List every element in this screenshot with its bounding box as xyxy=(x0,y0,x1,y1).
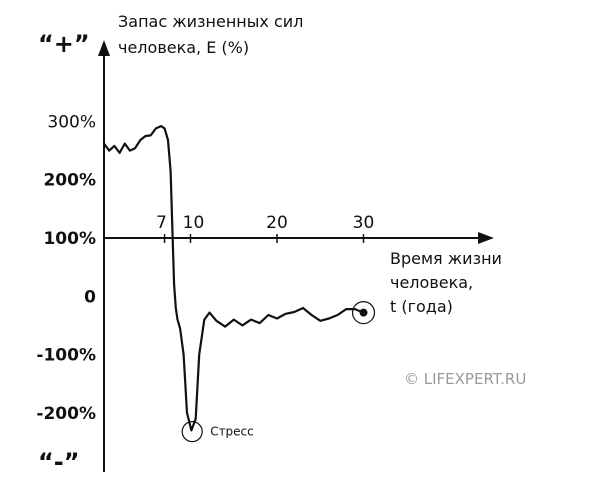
y-axis-title-line-1: Запас жизненных сил xyxy=(118,12,303,31)
y-tick-label-minus-100: -100% xyxy=(36,346,96,366)
series-line xyxy=(102,125,365,432)
x-tick-label-7: 7 xyxy=(156,213,167,233)
y-tick-label-300: 300% xyxy=(47,112,96,132)
y-axis-arrow xyxy=(98,40,110,56)
x-axis-title-line-2: человека, xyxy=(390,273,473,292)
x-tick-label-20: 20 xyxy=(266,213,288,233)
y-tick-label-200: 200% xyxy=(43,171,96,191)
stress-marker-circle xyxy=(181,421,203,443)
y-tick-label-minus-200: -200% xyxy=(36,404,96,424)
stress-annotation: Стресс xyxy=(210,425,254,439)
x-axis-title-line-1: Время жизни xyxy=(390,249,502,268)
x-tick-label-30: 30 xyxy=(353,213,375,233)
end-point-dot xyxy=(359,308,368,317)
end-marker-circle xyxy=(351,301,376,325)
watermark: © LIFEXPERT.RU xyxy=(404,370,526,388)
y-axis-negative-sign: “-” xyxy=(38,448,80,476)
y-tick-label-100: 100% xyxy=(43,229,96,249)
x-tick-label-10: 10 xyxy=(183,213,205,233)
y-axis-positive-sign: “+” xyxy=(38,30,90,58)
x-axis-arrow xyxy=(478,232,494,244)
y-axis-title-line-2: человека, E (%) xyxy=(118,38,249,57)
y-tick-label-0: 0 xyxy=(84,287,96,307)
x-axis-title-line-3: t (года) xyxy=(390,297,453,316)
x-ticks: 7 10 20 30 xyxy=(156,213,374,243)
